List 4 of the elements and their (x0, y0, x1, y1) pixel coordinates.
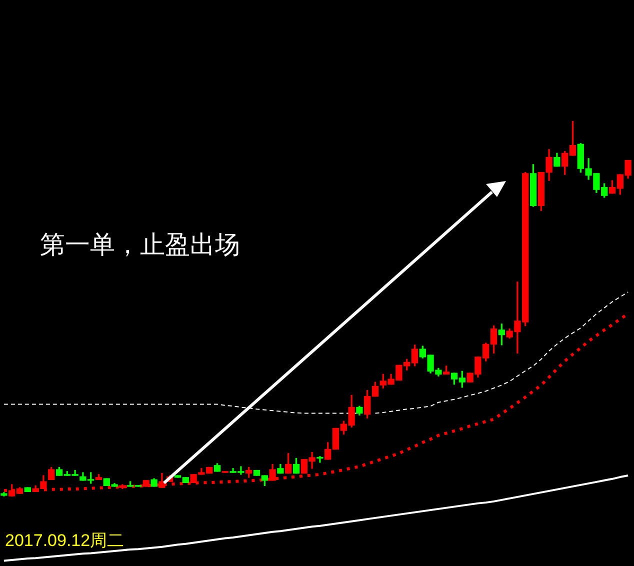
annotation: 第一单，止盈出场 (40, 231, 240, 261)
candlestick (142, 480, 150, 487)
candlestick (24, 487, 31, 492)
text: 2017.09.12周二 (5, 530, 124, 552)
